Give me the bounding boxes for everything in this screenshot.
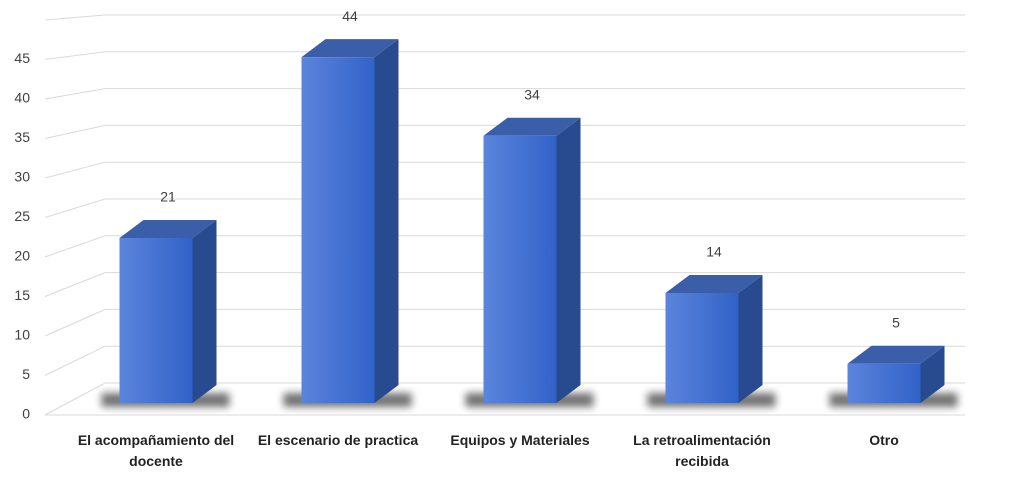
y-tick-label: 20 xyxy=(14,248,30,264)
y-tick-label: 10 xyxy=(14,327,30,343)
x-tick-label: Otro xyxy=(869,432,899,448)
value-label: 14 xyxy=(706,244,722,260)
y-tick-label: 30 xyxy=(14,169,30,185)
bar-top xyxy=(119,219,217,238)
value-label: 5 xyxy=(892,314,900,330)
bar xyxy=(483,135,557,403)
bar-top xyxy=(301,39,399,58)
bar-side xyxy=(738,274,763,403)
y-tick-label: 25 xyxy=(14,208,30,224)
y-tick-label: 35 xyxy=(14,129,30,145)
grid-line xyxy=(44,51,965,60)
grid-line xyxy=(44,272,965,297)
x-tick-label: El escenario de practica xyxy=(257,432,419,448)
bar xyxy=(301,57,375,403)
y-tick-label: 40 xyxy=(14,90,30,106)
bar-side xyxy=(556,117,581,403)
grid-line xyxy=(44,161,965,179)
x-tick-label: La retroalimentación recibida xyxy=(633,432,771,469)
value-label: 44 xyxy=(342,8,358,24)
bar-top xyxy=(847,345,945,364)
value-label: 21 xyxy=(160,189,176,205)
grid-line xyxy=(44,198,965,218)
y-tick-label: 5 xyxy=(22,366,30,382)
bar-top xyxy=(665,274,763,293)
x-tick-label: Equipos y Materiales xyxy=(450,432,590,448)
bar-side xyxy=(192,219,217,403)
bar-top xyxy=(483,117,581,136)
grid-line xyxy=(44,235,965,258)
grid-top xyxy=(44,14,965,21)
value-label: 34 xyxy=(524,86,540,102)
y-tick-label: 45 xyxy=(14,50,30,66)
grid-line xyxy=(44,124,965,139)
bar xyxy=(665,292,739,403)
y-tick-label: 0 xyxy=(22,406,30,422)
grid-line xyxy=(44,88,965,100)
bar xyxy=(847,363,921,403)
x-tick-label: El acompañamiento del docente xyxy=(77,432,235,469)
bar-side xyxy=(920,345,945,403)
bar-side xyxy=(374,39,399,403)
bar xyxy=(119,237,193,403)
y-tick-label: 15 xyxy=(14,287,30,303)
